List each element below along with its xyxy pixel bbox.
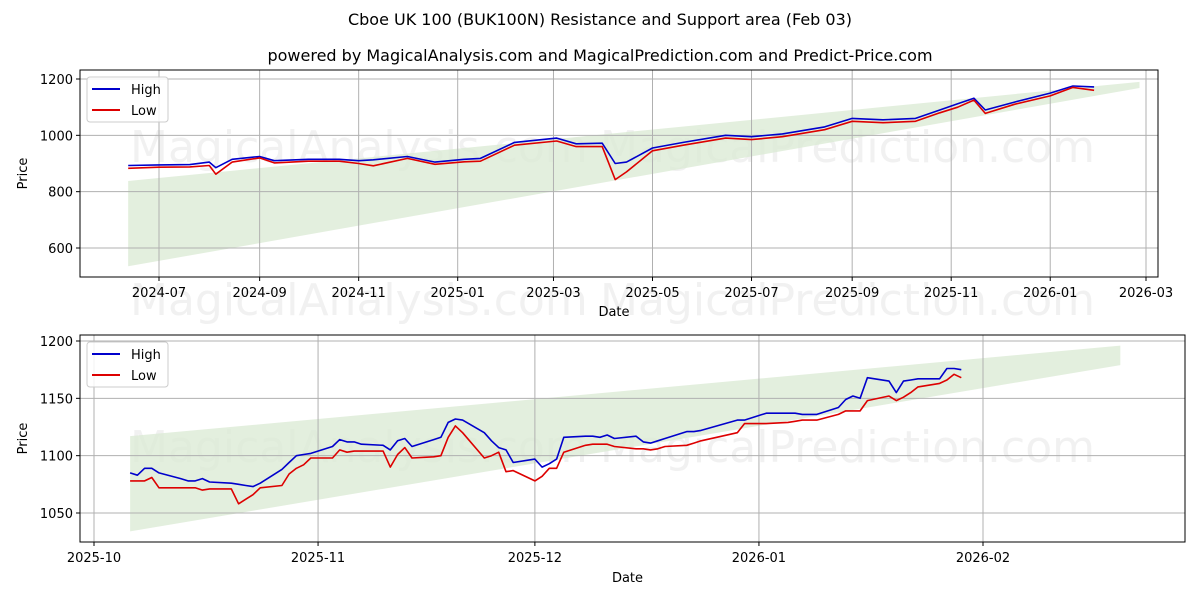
legend-low-label: Low — [131, 104, 157, 119]
chart-title: Cboe UK 100 (BUK100N) Resistance and Sup… — [347, 10, 853, 29]
plot-frame — [79, 69, 1159, 278]
y-tick-label: 600 — [48, 242, 73, 257]
x-tick-label: 2025-03 — [526, 286, 580, 301]
x-tick-label: 2026-01 — [1023, 286, 1077, 301]
low-price-line — [128, 86, 1095, 181]
legend-high-label: High — [131, 83, 161, 98]
high-price-line — [128, 85, 1095, 169]
bottom-chart-panel: 1050 1100 1150 1200 2025-10 2025-11 2025-12 202… — [16, 334, 1186, 586]
legend-high-label: High — [131, 348, 161, 363]
y-tick-label: 1150 — [40, 392, 73, 407]
y-tick-label: 1200 — [40, 73, 73, 88]
y-tick-label: 1200 — [40, 335, 73, 350]
x-tick-label: 2024-07 — [132, 286, 186, 301]
x-tick-label: 2026-03 — [1119, 286, 1173, 301]
top-chart-panel: 600 800 1000 1200 2024-07 2024-09 2024-11 2025-… — [16, 69, 1173, 320]
legend: High Low — [86, 76, 169, 123]
y-tick-label: 1050 — [40, 507, 73, 522]
y-axis-label: Price — [16, 423, 31, 455]
y-axis-label: Price — [16, 158, 31, 190]
legend-low-label: Low — [131, 369, 157, 384]
x-tick-label: 2025-12 — [508, 551, 562, 566]
plot-frame — [79, 334, 1186, 543]
watermark-text: MagicalPrediction.com — [600, 275, 1095, 326]
x-tick-label: 2024-09 — [232, 286, 286, 301]
high-price-line — [129, 367, 962, 488]
x-tick-label: 2026-01 — [732, 551, 786, 566]
support-resistance-band — [130, 345, 1121, 532]
y-tick-label: 800 — [48, 186, 73, 201]
x-tick-label: 2026-02 — [956, 551, 1010, 566]
x-tick-label: 2025-01 — [431, 286, 485, 301]
support-resistance-band — [128, 81, 1140, 267]
y-tick-label: 1100 — [40, 450, 73, 465]
x-tick-label: 2025-07 — [724, 286, 778, 301]
x-tick-label: 2025-10 — [67, 551, 121, 566]
x-axis-label: Date — [612, 571, 643, 586]
x-tick-label: 2025-05 — [625, 286, 679, 301]
watermark-text: MagicalAnalysis.com — [130, 275, 588, 326]
x-tick-label: 2025-11 — [924, 286, 978, 301]
x-tick-label: 2025-11 — [291, 551, 345, 566]
chart-subtitle: powered by MagicalAnalysis.com and Magic… — [267, 46, 933, 65]
low-price-line — [130, 373, 962, 505]
x-axis-label: Date — [598, 305, 629, 320]
x-tick-label: 2025-09 — [825, 286, 879, 301]
x-tick-label: 2024-11 — [332, 286, 386, 301]
legend: High Low — [86, 341, 169, 388]
y-tick-label: 1000 — [40, 129, 73, 144]
